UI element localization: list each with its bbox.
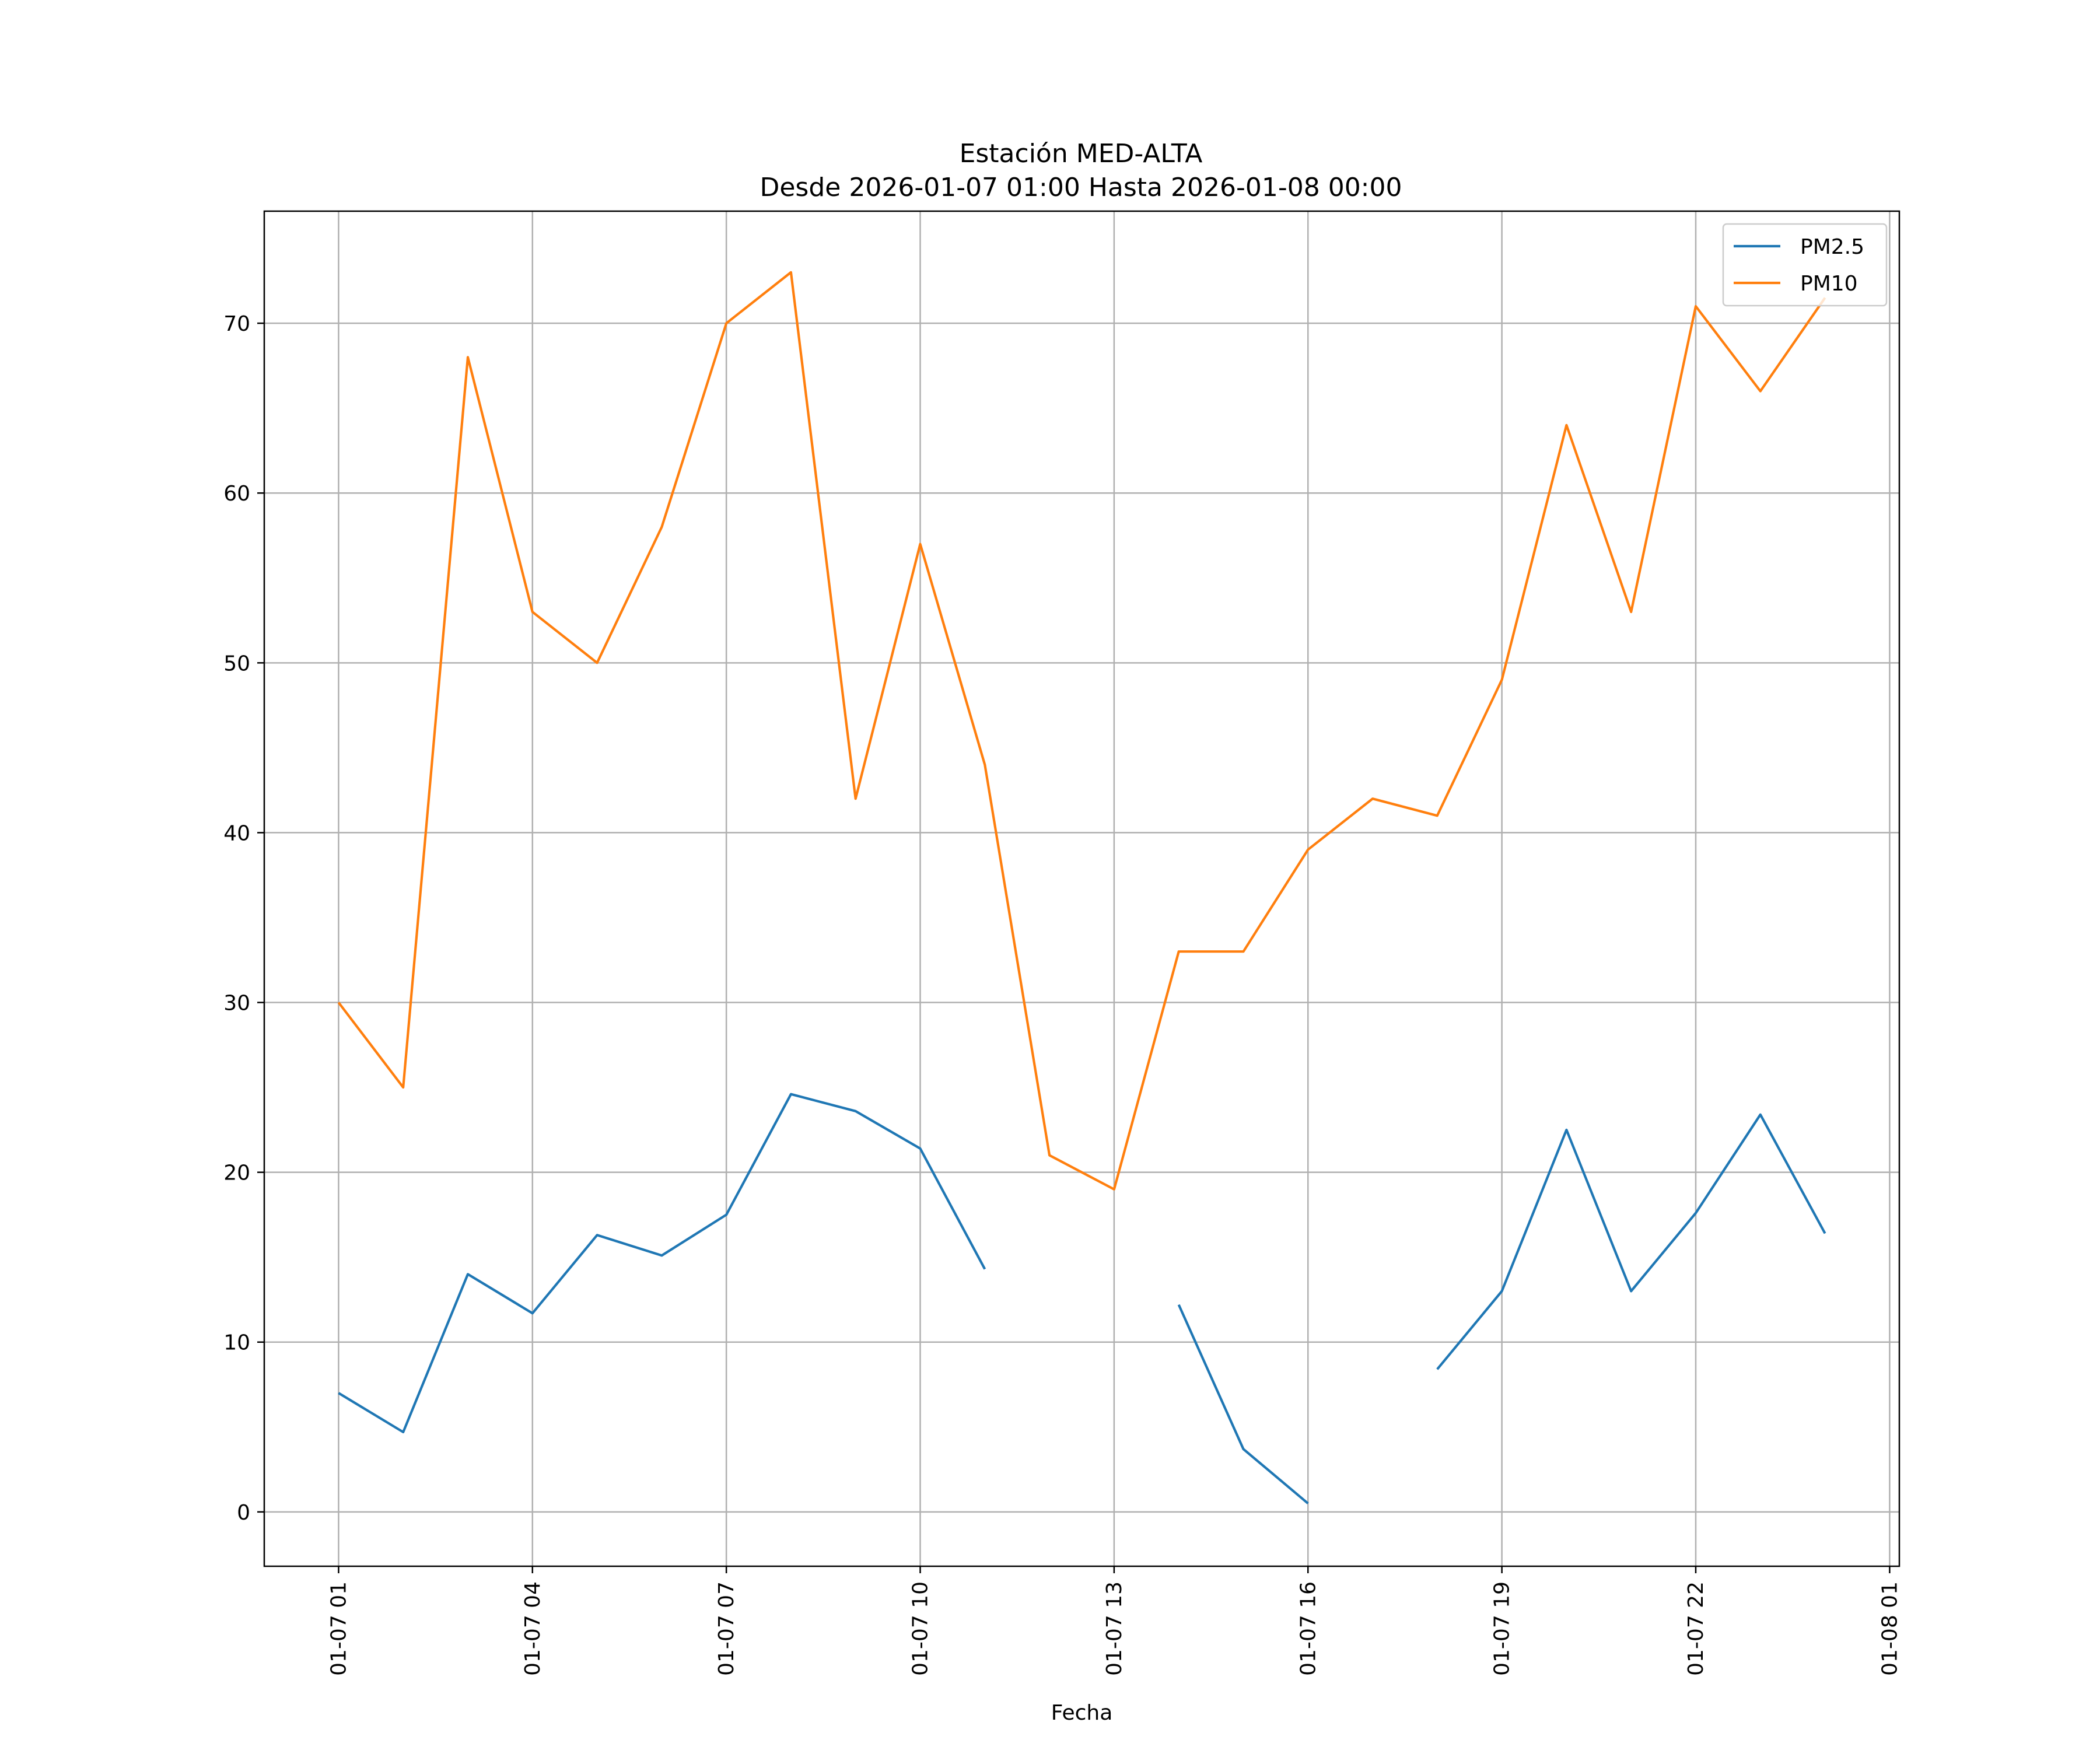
x-tick-label: 01-07 01 (327, 1581, 351, 1676)
legend-box (1722, 223, 1888, 307)
y-tick-label: 20 (223, 1161, 250, 1185)
chart-title-line2: Desde 2026-01-07 01:00 Hasta 2026-01-08 … (760, 173, 1402, 202)
y-tick-label: 0 (237, 1501, 250, 1525)
x-tick-label: 01-07 22 (1684, 1581, 1708, 1676)
x-axis-label: Fecha (1051, 1701, 1113, 1725)
y-tick-label: 40 (223, 821, 250, 845)
y-tick-label: 30 (223, 992, 250, 1016)
y-tick-label: 70 (223, 312, 250, 336)
y-tick-label: 60 (223, 482, 250, 506)
x-tick-label: 01-07 10 (909, 1581, 933, 1676)
y-tick-label: 50 (223, 652, 250, 676)
series (337, 271, 1826, 1504)
x-tick-label: 01-07 13 (1102, 1581, 1126, 1676)
legend-label-pm25: PM2.5 (1800, 235, 1864, 259)
series-line-pm10 (337, 271, 1826, 1191)
ticks: 01-07 01 01-07 04 01-07 07 01-07 10 01-07 13… (223, 312, 1902, 1676)
x-tick-label: 01-07 16 (1296, 1581, 1320, 1676)
chart-title-line1: Estación MED-ALTA (960, 139, 1203, 169)
x-tick-label: 01-07 19 (1490, 1581, 1514, 1676)
grid (264, 211, 1899, 1566)
legend-label-pm10: PM10 (1800, 272, 1858, 296)
x-tick-label: 01-07 07 (715, 1581, 738, 1676)
axes-frame (263, 210, 1901, 1567)
y-tick-label: 10 (223, 1331, 250, 1355)
x-tick-label: 01-07 04 (521, 1581, 545, 1676)
legend: PM2.5 PM10 (1722, 223, 1888, 307)
x-tick-label: 01-08 01 (1878, 1581, 1902, 1676)
series-line-pm25 (338, 1093, 1826, 1504)
